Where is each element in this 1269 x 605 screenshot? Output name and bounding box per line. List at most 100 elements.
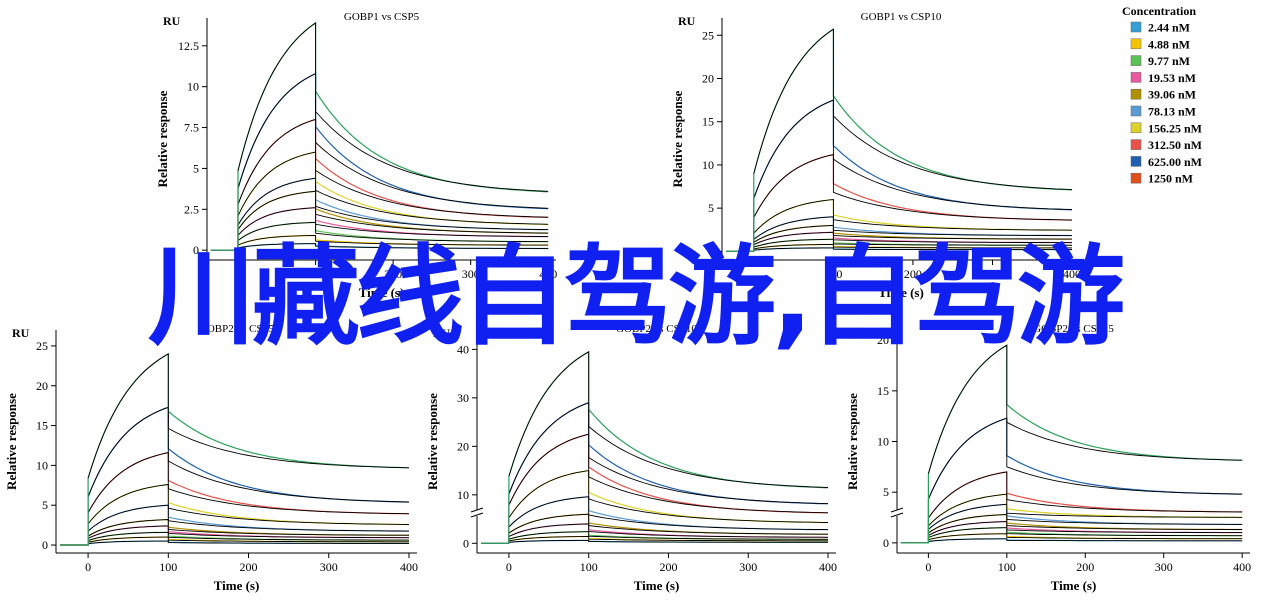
legend-swatch [1130, 21, 1142, 33]
series-line [900, 503, 1243, 544]
x-axis-label: Time (s) [359, 285, 405, 300]
fit-line [508, 402, 829, 505]
fit-line [508, 351, 829, 488]
x-tick-label: 100 [998, 560, 1016, 574]
x-tick-label: 0 [506, 560, 512, 574]
fit-line [87, 406, 410, 503]
x-tick-label: 200 [1076, 560, 1094, 574]
x-axis-label: Time (s) [634, 578, 680, 593]
series-line [726, 99, 1073, 252]
fit-line [508, 531, 828, 540]
legend-label: 4.88 nM [1148, 37, 1190, 51]
fit-line [237, 22, 549, 192]
fit-line [753, 154, 1073, 221]
fit-line [237, 118, 549, 218]
unit-label: RU [163, 14, 181, 28]
y-axis-label: Relative response [425, 393, 440, 490]
legend-swatch [1130, 156, 1142, 167]
y-tick-label: 30 [457, 391, 469, 405]
fit-line [753, 224, 1072, 243]
y-tick-label: 0 [883, 536, 889, 550]
y-tick-label: 25 [36, 339, 48, 353]
x-tick-label: 400 [1233, 560, 1251, 574]
series-line [900, 344, 1243, 544]
legend-label: 1250 nM [1148, 172, 1193, 186]
legend-label: 625.00 nM [1148, 155, 1202, 169]
fit-line [928, 514, 1243, 534]
fit-line [753, 238, 1073, 248]
chart-title: GOBP1 vs CSP10 [861, 11, 942, 23]
axis-break-mark [470, 507, 484, 513]
fit-line [928, 527, 1243, 538]
fit-line [237, 177, 549, 231]
x-tick-label: 200 [904, 267, 922, 281]
y-axis-label: Relative response [845, 393, 860, 490]
x-tick-label: 300 [462, 267, 480, 281]
y-tick-label: 10 [702, 158, 714, 172]
fit-line [508, 496, 829, 531]
fit-line [928, 538, 1243, 542]
chart-panel-2: 0 5 10 15 20 25 100 200 300 400 RU GOBP1 vs CSP10 Ti… [670, 11, 1081, 300]
x-tick-label: 400 [819, 560, 837, 574]
legend-swatch [1130, 55, 1142, 66]
legend-title: Concentration [1122, 4, 1196, 18]
fit-line [508, 513, 828, 535]
x-tick-label: 100 [159, 560, 177, 574]
series-line [726, 28, 1073, 252]
fit-line [927, 417, 1243, 500]
legend-swatch [1130, 88, 1142, 100]
legend-label: 9.77 nM [1148, 54, 1190, 68]
fit-line [87, 525, 409, 539]
x-axis-label: Time (s) [1051, 578, 1097, 593]
series-line [481, 496, 829, 544]
y-axis-label: Relative response [4, 393, 19, 490]
legend-label: 19.53 nM [1148, 71, 1196, 85]
overlay-watermark-text: 川藏线自驾游,自驾游 [147, 235, 1125, 360]
unit-label: RU [433, 326, 451, 340]
y-tick-label: 10 [877, 435, 889, 449]
y-tick-label: 20 [36, 379, 48, 393]
y-tick-label: 0 [193, 243, 199, 257]
chart-title: GOBP2 vs CSP10 [616, 323, 697, 335]
y-tick-label: 10 [36, 458, 48, 472]
legend-swatch [1130, 38, 1142, 50]
y-tick-label: 2.5 [184, 202, 199, 216]
fit-line [87, 452, 410, 515]
chart-panel-3: 0 5 10 15 20 25 0 100 200 300 400 RU GOBP2 vs CSP5 Ti… [4, 323, 418, 593]
unit-label: RU [678, 14, 696, 28]
y-tick-label: 7.5 [184, 121, 199, 135]
y-tick-label: 25 [702, 28, 714, 42]
y-tick-label: 10 [187, 80, 199, 94]
legend-swatch [1130, 72, 1142, 83]
chart-title: GOBP1 vs CSP5 [344, 11, 420, 23]
legend-label: 39.06 nM [1148, 88, 1196, 102]
fit-line [237, 72, 549, 209]
x-tick-label: 400 [1063, 267, 1081, 281]
legend: Concentration 2.44 nM 4.88 nM 9.77 nM 19.53 … [1122, 4, 1202, 186]
legend-label: 2.44 nM [1148, 21, 1190, 35]
chart-panel-1: 0 2.5 5 7.5 10 12.5 100 200 300 400 RU GOBP1 vs CSP… [155, 11, 557, 300]
y-tick-label: 15 [877, 384, 889, 398]
fit-line [753, 247, 1072, 251]
fit-line [753, 243, 1072, 250]
fit-line [508, 433, 829, 514]
y-tick-label: 0 [463, 536, 469, 550]
y-axis-label: Relative response [670, 90, 685, 187]
legend-label: 156.25 nM [1148, 121, 1202, 135]
fit-line [88, 536, 409, 543]
x-tick-label: 300 [983, 267, 1001, 281]
y-tick-label: 0 [42, 538, 48, 552]
unit-label: RU [12, 326, 30, 340]
fit-line [237, 221, 549, 243]
axis-break-gap [891, 510, 903, 516]
axis-break-mark [470, 512, 484, 518]
fit-line [753, 216, 1072, 240]
fit-line [753, 99, 1073, 210]
fit-line [87, 519, 409, 537]
x-tick-label: 0 [925, 560, 931, 574]
series-line [210, 72, 549, 251]
fit-line [753, 28, 1073, 191]
y-tick-label: 5 [193, 161, 199, 175]
x-axis-label: Time (s) [214, 578, 260, 593]
